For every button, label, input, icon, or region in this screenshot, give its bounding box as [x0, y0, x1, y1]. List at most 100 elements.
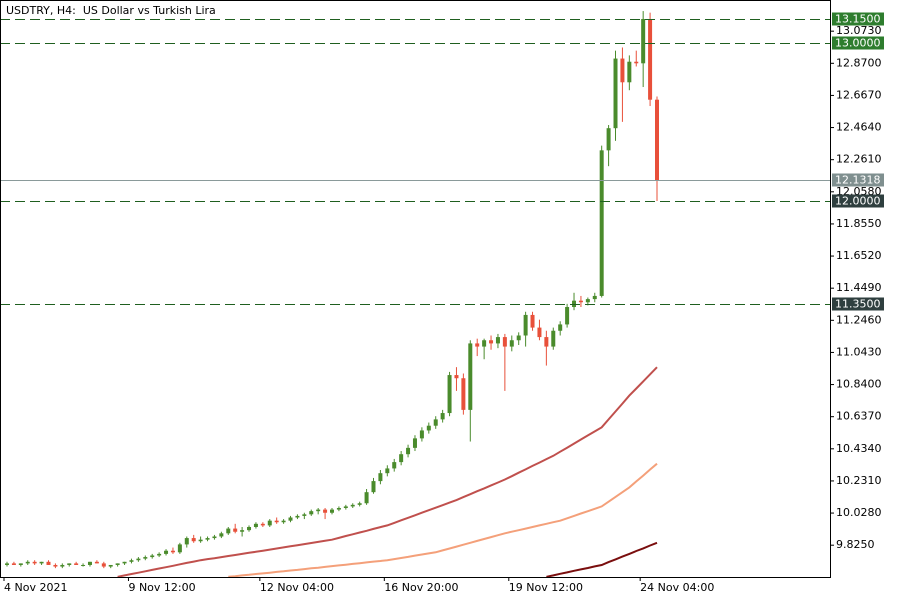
level-label-box — [832, 297, 884, 311]
candle-body — [502, 337, 507, 347]
candle-body — [440, 413, 445, 420]
candle-body — [392, 462, 397, 469]
y-tick-label: 11.8550 — [836, 217, 882, 230]
candle-body — [426, 425, 431, 431]
candle-body — [606, 128, 611, 151]
candle-body — [336, 508, 341, 510]
candle-body — [170, 550, 175, 553]
x-tick-label: 9 Nov 12:00 — [128, 581, 195, 594]
candle-body — [585, 299, 590, 303]
candle-body — [302, 514, 307, 516]
candle-body — [350, 504, 355, 507]
candle-body — [454, 375, 459, 379]
candle-body — [74, 563, 79, 565]
candle-body — [399, 454, 404, 463]
candle-body — [558, 324, 563, 331]
candle-body — [530, 314, 535, 328]
candle-body — [157, 553, 162, 556]
candle-body — [641, 18, 646, 64]
candle-body — [578, 300, 583, 303]
level-label: 13.0000 — [835, 37, 881, 50]
candle-body — [81, 564, 86, 566]
x-tick-label: 24 Nov 04:00 — [640, 581, 714, 594]
candle-body — [295, 515, 300, 518]
candle-body — [191, 538, 196, 542]
candle-body — [240, 530, 245, 532]
candle-body — [634, 61, 639, 64]
candle-body — [565, 307, 570, 325]
candle-body — [281, 520, 286, 523]
x-tick-label: 4 Nov 2021 — [4, 581, 67, 594]
candle-body — [32, 561, 37, 564]
y-tick-label: 10.0280 — [836, 506, 882, 519]
candle-body — [378, 473, 383, 482]
y-tick-label: 10.8400 — [836, 378, 882, 391]
level-label-box — [832, 194, 884, 208]
y-tick-label: 11.0430 — [836, 345, 882, 358]
x-tick-label: 19 Nov 12:00 — [509, 581, 583, 594]
candle-body — [620, 58, 625, 83]
candle-body — [233, 528, 238, 532]
candle-body — [226, 528, 231, 534]
candle-body — [18, 563, 23, 565]
level-label: 12.0000 — [835, 195, 881, 208]
candle-body — [544, 337, 549, 347]
candle-body — [447, 375, 452, 414]
candle-body — [87, 561, 92, 565]
candle-body — [613, 58, 618, 129]
candle-body — [330, 509, 334, 513]
candle-body — [509, 340, 514, 347]
candle-body — [267, 520, 272, 526]
candle-body — [385, 468, 390, 474]
candle-body — [198, 539, 203, 542]
candle-body — [25, 561, 30, 564]
candle-body — [343, 506, 348, 509]
candle-body — [419, 430, 424, 439]
candle-body — [288, 517, 293, 521]
candle-body — [94, 561, 99, 564]
candle-body — [143, 557, 148, 559]
candle-body — [572, 300, 577, 308]
candle-body — [53, 564, 58, 567]
candle-body — [592, 295, 597, 300]
candle-body — [655, 99, 659, 181]
candle-body — [205, 538, 210, 540]
y-tick-label: 11.4490 — [836, 281, 882, 294]
candle-body — [537, 327, 542, 338]
candle-body — [177, 544, 182, 553]
moving-average-line — [228, 462, 658, 577]
candle-body — [5, 563, 9, 565]
candle-body — [357, 503, 362, 505]
candle-body — [495, 337, 500, 344]
chart-title: USDTRY, H4: US Dollar vs Turkish Lira — [6, 4, 216, 17]
candle-body — [60, 564, 65, 567]
candle-body — [406, 447, 411, 455]
candle-body — [468, 343, 473, 410]
candle-body — [253, 523, 258, 527]
candle-body — [627, 61, 632, 83]
candle-body — [219, 533, 224, 537]
candle-body — [184, 538, 189, 545]
candle-body — [371, 481, 376, 493]
level-label-box — [832, 36, 884, 50]
y-tick-label: 10.6370 — [836, 410, 882, 423]
candle-body — [523, 314, 528, 336]
candle-body — [115, 563, 120, 565]
y-tick-label: 10.4340 — [836, 442, 882, 455]
candle-body — [101, 563, 106, 567]
candle-body — [323, 509, 328, 513]
y-tick-label: 12.4640 — [836, 121, 882, 134]
candle-body — [122, 561, 127, 564]
candle-body — [433, 419, 438, 426]
candle-body — [67, 563, 72, 565]
y-tick-label: 11.6520 — [836, 249, 882, 262]
plot-area — [1, 11, 830, 577]
candle-body — [274, 520, 279, 523]
last-price-label: 12.1318 — [835, 174, 881, 187]
candle-body — [212, 536, 217, 539]
candle-body — [599, 150, 604, 296]
candle-body — [316, 509, 321, 512]
candle-body — [482, 340, 487, 347]
